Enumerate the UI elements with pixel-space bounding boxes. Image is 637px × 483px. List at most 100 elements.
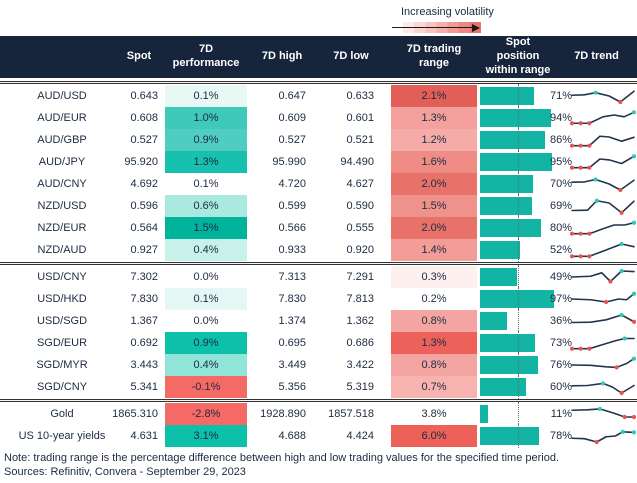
header-spot-position-within-range: Spot position within range (485, 36, 551, 76)
row-label: USD/SGD (36, 315, 88, 327)
low-value: 3.422 (346, 359, 374, 371)
high-value: 3.449 (278, 359, 306, 371)
sparkline-7d-trend (570, 135, 635, 148)
spot-position-cell: 95% (480, 150, 572, 174)
table-row-usd-hkd: USD/HKD 7.830 0.1% 7.830 7.813 0.2% 97% (0, 287, 637, 311)
row-label: Gold (50, 408, 74, 420)
row-label: AUD/GBP (37, 134, 87, 146)
perf-heatmap-cell: 0.1% (165, 85, 247, 107)
trend-cell (556, 239, 637, 261)
low-marker-icon (631, 414, 636, 420)
range-cell: 1.6% (388, 151, 480, 173)
low-marker-icon (587, 254, 592, 259)
arrow-line (392, 26, 472, 28)
spot-value: 0.643 (130, 90, 158, 102)
midpoint-dotted-line (518, 172, 519, 196)
low-marker-icon (570, 143, 575, 148)
high-value: 0.647 (278, 90, 306, 102)
perf-heatmap-cell: 0.9% (165, 332, 247, 354)
range-heatmap-cell: 0.7% (391, 376, 477, 398)
table-row-aud-eur: AUD/EUR 0.608 1.0% 0.609 0.601 1.3% 94% (0, 106, 637, 130)
table-row-sgd-eur: SGD/EUR 0.692 0.9% 0.695 0.686 1.3% 73% (0, 331, 637, 355)
high-value: 0.695 (278, 337, 306, 349)
low-marker-icon (614, 365, 619, 370)
spot-value: 1.367 (130, 315, 158, 327)
perf-heatmap-cell: 1.3% (165, 151, 247, 173)
spot-position-cell: 86% (480, 128, 572, 152)
spot-value: 0.692 (130, 337, 158, 349)
table-row-usd-sgd: USD/SGD 1.367 0.0% 1.374 1.362 0.8% 36% (0, 309, 637, 333)
spot-value: 95.920 (124, 156, 158, 168)
range-cell: 1.2% (388, 129, 480, 151)
low-marker-icon (587, 346, 592, 351)
range-cell: 2.0% (388, 173, 480, 195)
perf-heatmap-cell: 0.1% (165, 288, 247, 310)
trend-cell (556, 129, 637, 151)
low-value: 4.424 (346, 430, 374, 442)
row-label: US 10-year yields (18, 430, 106, 442)
low-value: 1.362 (346, 315, 374, 327)
low-marker-icon (619, 210, 624, 215)
low-marker-icon (578, 121, 583, 126)
high-marker-icon (597, 406, 602, 411)
midpoint-dotted-line (518, 331, 519, 355)
sparkline-7d-trend (571, 177, 635, 193)
high-value: 0.566 (278, 222, 306, 234)
position-bar (480, 268, 518, 286)
spot-position-cell: 71% (480, 84, 572, 108)
row-label: NZD/AUD (37, 244, 87, 256)
range-cell: 1.3% (388, 332, 480, 354)
spot-value: 0.527 (130, 134, 158, 146)
low-marker-icon (587, 165, 592, 170)
spot-value: 0.564 (130, 222, 158, 234)
spot-position-cell: 11% (480, 402, 572, 426)
low-value: 0.633 (346, 90, 374, 102)
sparkline-7d-trend (570, 220, 636, 236)
low-marker-icon (578, 231, 583, 236)
midpoint-dotted-line (518, 106, 519, 130)
high-marker-icon (593, 177, 598, 182)
range-cell: 6.0% (388, 425, 480, 447)
trend-cell (556, 195, 637, 217)
high-marker-icon (631, 110, 636, 115)
table-header-row: Spot 7D performance 7D high 7D low 7D tradin… (0, 36, 637, 78)
high-marker-icon (631, 220, 636, 225)
data-table: Spot 7D performance 7D high 7D low 7D tradin… (0, 36, 637, 448)
perf-heatmap-cell: 0.4% (165, 239, 247, 261)
sources-text: Sources: Refinitiv, Convera - September … (4, 466, 246, 478)
table-row-sgd-myr: SGD/MYR 3.443 0.4% 3.449 3.422 0.8% 76% (0, 353, 637, 377)
low-marker-icon (570, 231, 575, 236)
low-value: 1857.518 (328, 408, 374, 420)
spot-position-cell: 78% (480, 424, 572, 448)
position-percent: 69% (549, 200, 572, 212)
volatility-gradient (392, 22, 481, 33)
range-cell: 0.8% (388, 310, 480, 332)
midpoint-dotted-line (518, 287, 519, 311)
midpoint-dotted-line (518, 238, 519, 262)
spot-value: 4.692 (130, 178, 158, 190)
range-heatmap-cell: 6.0% (391, 425, 477, 447)
spot-value: 0.927 (130, 244, 158, 256)
high-value: 4.720 (278, 178, 306, 190)
perf-heatmap-cell: 0.4% (165, 354, 247, 376)
midpoint-dotted-line (518, 353, 519, 377)
high-marker-icon (594, 198, 599, 203)
low-value: 0.555 (346, 222, 374, 234)
perf-cell: 0.6% (162, 195, 250, 217)
perf-heatmap-cell: -0.1% (165, 376, 247, 398)
sparkline-7d-trend (571, 381, 635, 396)
sparkline-7d-trend (571, 198, 635, 215)
position-percent: 52% (549, 244, 572, 256)
perf-cell: 0.1% (162, 288, 250, 310)
position-percent: 60% (549, 381, 572, 393)
perf-cell: -2.8% (162, 403, 250, 425)
position-bar (480, 219, 541, 237)
spot-value: 5.341 (130, 381, 158, 393)
table-row-gold: Gold 1865.310 -2.8% 1928.890 1857.518 3.8% 11% (0, 402, 637, 426)
range-heatmap-cell: 2.0% (391, 173, 477, 195)
low-value: 5.319 (346, 381, 374, 393)
range-heatmap-cell: 0.2% (391, 288, 477, 310)
trend-cell (556, 217, 637, 239)
high-value: 0.609 (278, 112, 306, 124)
low-marker-icon (618, 99, 623, 105)
